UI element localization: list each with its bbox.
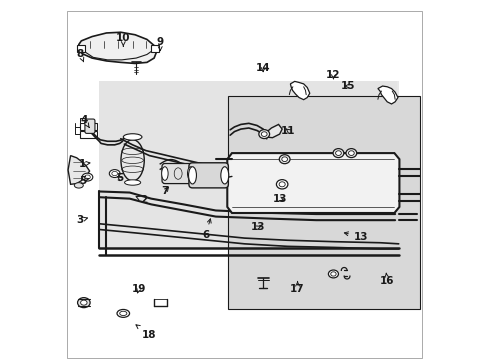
Ellipse shape	[221, 167, 228, 184]
Ellipse shape	[187, 167, 194, 180]
Ellipse shape	[279, 182, 285, 187]
Bar	[80, 123, 97, 130]
Ellipse shape	[261, 132, 266, 136]
Bar	[80, 131, 97, 138]
Text: 10: 10	[116, 33, 130, 46]
Ellipse shape	[162, 167, 168, 180]
Text: 13: 13	[272, 194, 286, 204]
Text: 4: 4	[80, 115, 89, 127]
Polygon shape	[77, 45, 85, 51]
FancyBboxPatch shape	[85, 119, 95, 134]
Text: 7: 7	[161, 186, 168, 197]
Ellipse shape	[121, 140, 144, 181]
Bar	[228, 96, 419, 309]
Ellipse shape	[112, 171, 117, 176]
Text: 14: 14	[255, 63, 270, 73]
Text: 12: 12	[325, 70, 340, 80]
Polygon shape	[150, 45, 159, 51]
Text: 13: 13	[344, 232, 367, 242]
Ellipse shape	[335, 151, 341, 156]
Ellipse shape	[348, 151, 353, 156]
Text: 3: 3	[77, 215, 87, 225]
Ellipse shape	[346, 149, 356, 158]
Ellipse shape	[276, 180, 287, 189]
Ellipse shape	[281, 157, 287, 162]
Text: 11: 11	[281, 126, 295, 135]
Ellipse shape	[109, 170, 120, 177]
Text: 8: 8	[77, 49, 84, 62]
Ellipse shape	[82, 173, 93, 181]
Ellipse shape	[188, 167, 196, 184]
Ellipse shape	[328, 270, 338, 278]
Text: 17: 17	[290, 282, 304, 294]
Ellipse shape	[120, 311, 126, 316]
Ellipse shape	[330, 272, 335, 276]
Polygon shape	[261, 125, 282, 138]
Text: 16: 16	[379, 273, 394, 286]
Polygon shape	[99, 81, 396, 248]
Ellipse shape	[81, 300, 87, 305]
Ellipse shape	[74, 183, 83, 188]
Polygon shape	[79, 32, 156, 63]
Polygon shape	[80, 118, 85, 123]
Text: 2: 2	[136, 195, 147, 205]
Text: 5: 5	[116, 173, 123, 183]
Ellipse shape	[279, 155, 289, 164]
Ellipse shape	[258, 130, 269, 139]
Text: 5: 5	[79, 176, 89, 186]
Text: 9: 9	[156, 37, 163, 50]
Ellipse shape	[84, 175, 90, 179]
Text: 1: 1	[79, 159, 90, 169]
Text: 6: 6	[202, 219, 211, 239]
Text: 18: 18	[136, 325, 156, 340]
Ellipse shape	[332, 149, 343, 158]
FancyBboxPatch shape	[188, 163, 228, 188]
Ellipse shape	[124, 180, 141, 185]
Polygon shape	[227, 153, 399, 213]
Ellipse shape	[78, 298, 90, 308]
Text: 19: 19	[131, 284, 145, 294]
Ellipse shape	[117, 310, 129, 318]
Text: 13: 13	[250, 222, 265, 232]
Ellipse shape	[123, 134, 142, 140]
Text: 15: 15	[340, 81, 354, 91]
Polygon shape	[290, 81, 309, 100]
Polygon shape	[68, 156, 89, 184]
FancyBboxPatch shape	[162, 163, 193, 184]
Polygon shape	[101, 81, 398, 248]
Polygon shape	[377, 86, 397, 104]
